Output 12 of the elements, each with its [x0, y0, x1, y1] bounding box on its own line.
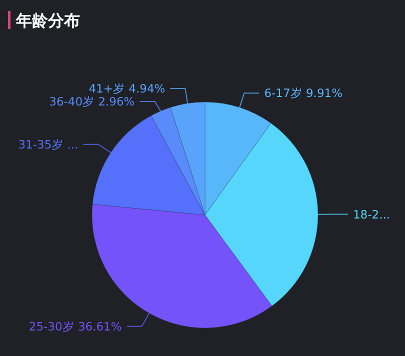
chart-title: 年龄分布 — [15, 11, 80, 30]
data-label: ... — [67, 137, 78, 152]
data-label: 9.91% — [306, 86, 343, 100]
slice-label: 6-17岁 — [264, 86, 302, 100]
slice-label: 31-35岁 — [18, 137, 64, 152]
data-label: 2.96% — [98, 94, 135, 109]
slice-label: 41+岁 — [88, 82, 126, 96]
slice-label: 36-40岁 — [49, 94, 95, 109]
slice-label: 18-2... — [353, 207, 390, 222]
data-label: 36.61% — [78, 319, 122, 334]
slice-label: 25-30岁 — [28, 319, 74, 334]
data-label: 4.94% — [128, 82, 166, 96]
